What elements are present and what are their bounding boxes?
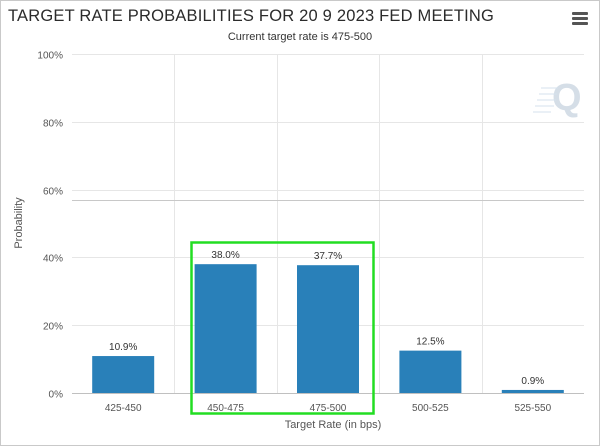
x-tick-label: 500-525 (412, 403, 449, 414)
y-axis-label: Probability (13, 197, 25, 249)
y-tick-label: 100% (37, 51, 63, 62)
x-tick-labels: 425-450 450-475 475-500 500-525 525-550 (105, 403, 552, 414)
y-tick-label: 40% (43, 254, 63, 265)
x-axis-label: Target Rate (in bps) (285, 419, 382, 431)
data-labels: 10.9% 38.0% 37.7% 12.5% 0.9% (109, 250, 544, 387)
y-tick-labels: 0% 20% 40% 60% 80% 100% (37, 51, 63, 401)
x-tick-label: 475-500 (310, 403, 347, 414)
gridlines (72, 54, 584, 393)
bar-450-475[interactable] (194, 264, 257, 393)
data-label: 10.9% (109, 342, 137, 353)
chart-subtitle: Current target rate is 475-500 (227, 31, 373, 43)
bar-500-525[interactable] (399, 350, 462, 393)
data-label: 38.0% (211, 250, 239, 261)
bar-475-500[interactable] (297, 265, 359, 393)
y-tick-label: 20% (43, 322, 63, 333)
x-tick-label: 525-550 (514, 403, 551, 414)
hamburger-menu-icon[interactable] (572, 12, 588, 26)
bar-525-550[interactable] (501, 389, 564, 393)
bar-425-450[interactable] (92, 356, 155, 393)
svg-text:Q: Q (552, 77, 582, 119)
data-label: 0.9% (521, 376, 544, 387)
y-tick-label: 60% (43, 187, 63, 198)
chart-title: TARGET RATE PROBABILITIES FOR 20 9 2023 … (8, 7, 495, 25)
x-tick-label: 425-450 (105, 403, 142, 414)
data-label: 12.5% (416, 337, 444, 348)
data-label: 37.7% (314, 251, 342, 262)
highlight-box (190, 241, 375, 415)
bars (92, 264, 564, 393)
x-tick-label: 450-475 (207, 403, 244, 414)
y-tick-label: 80% (43, 119, 63, 130)
quikstrike-q-logo-icon: Q (533, 77, 582, 119)
y-tick-label: 0% (49, 390, 64, 401)
